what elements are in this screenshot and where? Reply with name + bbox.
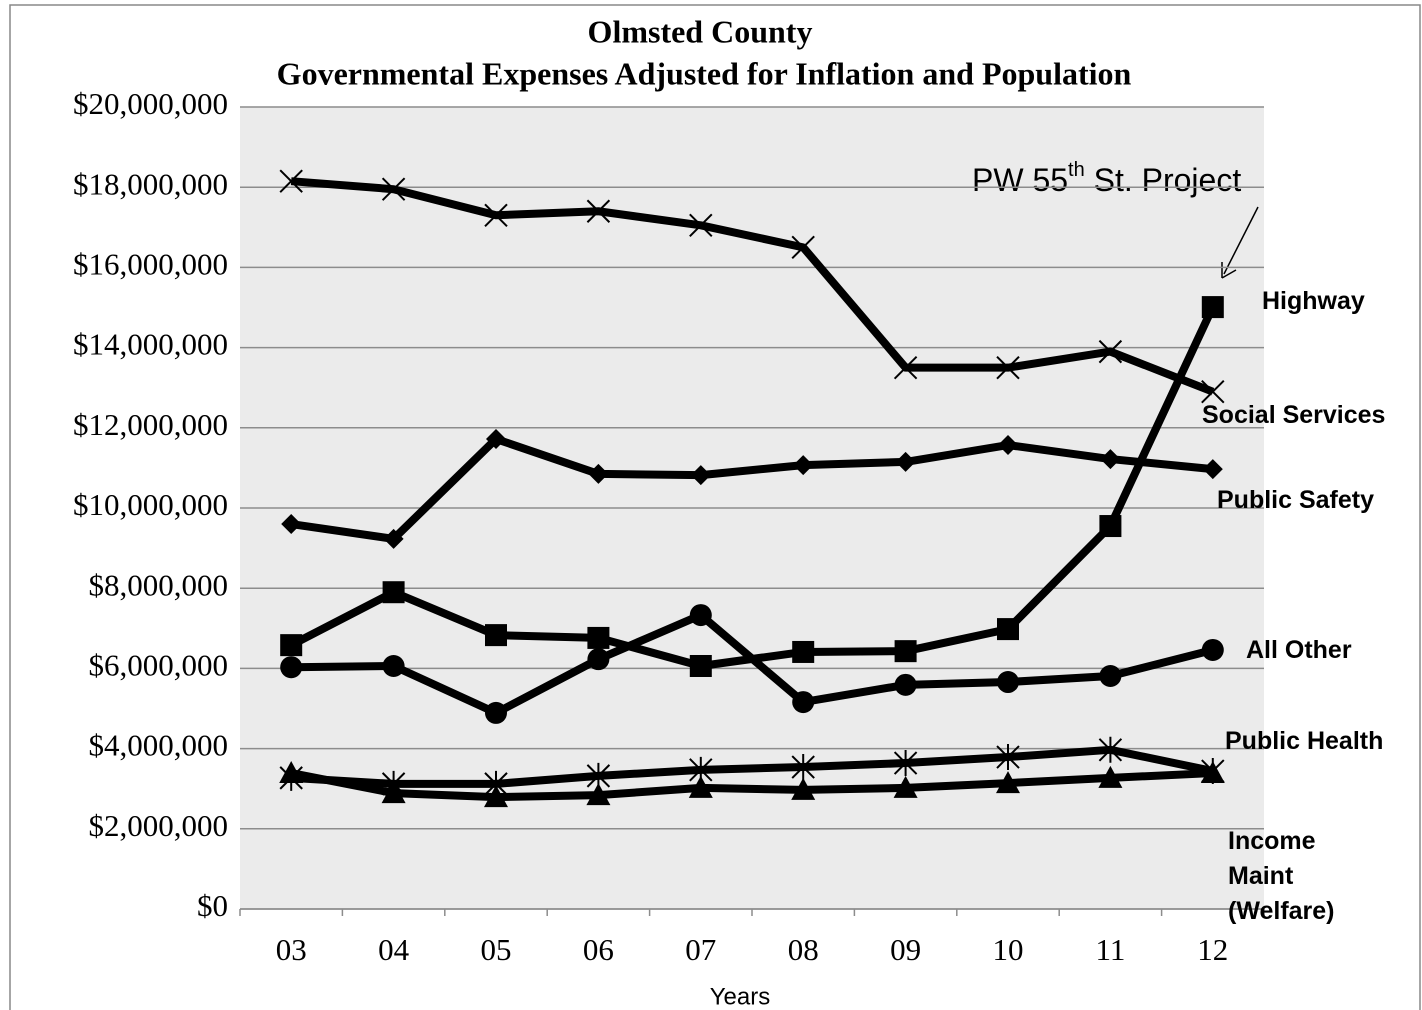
annotation-text: St. Project	[1085, 162, 1242, 198]
marker	[792, 691, 815, 714]
marker	[1201, 296, 1224, 319]
annotation-arrowhead	[1221, 262, 1237, 279]
marker	[1201, 638, 1224, 661]
marker	[1201, 380, 1225, 404]
marker	[1100, 449, 1121, 470]
marker	[1099, 515, 1122, 538]
x-tick-label: 03	[276, 932, 307, 967]
series-line	[290, 435, 1214, 543]
chart-border	[9, 4, 1421, 1010]
marker	[485, 701, 507, 724]
marker	[279, 761, 304, 784]
marker	[895, 451, 916, 472]
marker	[280, 634, 303, 657]
y-tick-label: $14,000,000	[73, 327, 228, 362]
marker	[281, 514, 302, 535]
marker	[688, 775, 713, 798]
y-tick-label: $12,000,000	[73, 407, 228, 442]
series-line	[290, 745, 1214, 788]
annotation-text: PW 55	[972, 162, 1068, 198]
x-tick-label: 07	[685, 932, 716, 967]
marker	[280, 656, 303, 679]
marker	[893, 775, 918, 798]
x-tick-label: 06	[583, 932, 614, 967]
marker	[690, 465, 711, 486]
marker	[894, 640, 917, 663]
marker	[996, 771, 1020, 794]
marker	[382, 581, 405, 604]
annotation: PW 55th St. Project	[972, 159, 1241, 198]
series-label: All Other	[1246, 636, 1352, 664]
marker	[586, 199, 611, 223]
marker	[996, 355, 1020, 380]
marker	[485, 624, 507, 647]
annotation-text: th	[1068, 159, 1085, 181]
marker	[383, 528, 404, 549]
series-line	[291, 611, 1214, 717]
marker	[587, 626, 610, 649]
y-tick-label: $6,000,000	[89, 648, 229, 683]
marker	[484, 203, 508, 227]
y-tick-label: $16,000,000	[73, 247, 228, 282]
y-tick-label: $2,000,000	[89, 808, 229, 843]
marker	[1202, 459, 1223, 480]
marker	[381, 177, 406, 201]
marker	[893, 750, 918, 777]
x-tick-label: 08	[788, 932, 819, 967]
marker	[1098, 736, 1123, 763]
series-line	[290, 769, 1213, 802]
marker	[689, 654, 712, 677]
chart-title: Governmental Expenses Adjusted for Infla…	[277, 55, 1132, 91]
y-tick-label: $18,000,000	[73, 166, 228, 201]
marker	[587, 648, 610, 671]
marker	[279, 169, 303, 193]
marker	[689, 604, 712, 627]
marker	[1099, 665, 1122, 688]
marker	[893, 355, 918, 380]
marker	[486, 429, 506, 450]
marker	[998, 435, 1018, 456]
x-tick-label: 11	[1095, 932, 1125, 967]
series-line	[290, 177, 1215, 396]
marker	[1200, 761, 1225, 784]
marker	[586, 783, 611, 806]
chart-title: Olmsted County	[588, 13, 813, 49]
marker	[791, 235, 815, 260]
annotation-arrow	[1223, 206, 1259, 275]
y-tick-label: $0	[197, 888, 228, 923]
marker	[996, 744, 1020, 771]
marker	[997, 618, 1019, 641]
marker	[689, 213, 713, 238]
marker	[997, 671, 1019, 694]
marker	[793, 455, 814, 476]
x-axis-label: Years	[710, 983, 771, 1010]
series-label: Public Health	[1225, 727, 1384, 755]
y-tick-label: $8,000,000	[89, 567, 229, 602]
marker	[792, 640, 815, 663]
y-tick-label: $20,000,000	[73, 86, 228, 121]
marker	[588, 463, 609, 484]
marker	[894, 673, 917, 696]
marker	[1098, 339, 1123, 364]
series-label: Highway	[1262, 287, 1365, 315]
x-tick-label: 12	[1197, 932, 1228, 967]
x-tick-label: 05	[481, 932, 512, 967]
series-label: Income Maint (Welfare)	[1228, 827, 1335, 925]
series-label: Social Services	[1202, 401, 1386, 429]
marker	[381, 781, 406, 804]
marker	[382, 654, 405, 677]
y-tick-label: $4,000,000	[89, 728, 229, 763]
marker	[791, 777, 816, 800]
x-tick-label: 10	[993, 932, 1024, 967]
x-tick-label: 04	[378, 932, 410, 967]
series-label: Public Safety	[1217, 486, 1374, 514]
y-tick-label: $10,000,000	[73, 487, 228, 522]
marker	[484, 785, 508, 808]
marker	[791, 754, 815, 781]
x-tick-label: 09	[890, 932, 921, 967]
marker	[1098, 765, 1123, 788]
